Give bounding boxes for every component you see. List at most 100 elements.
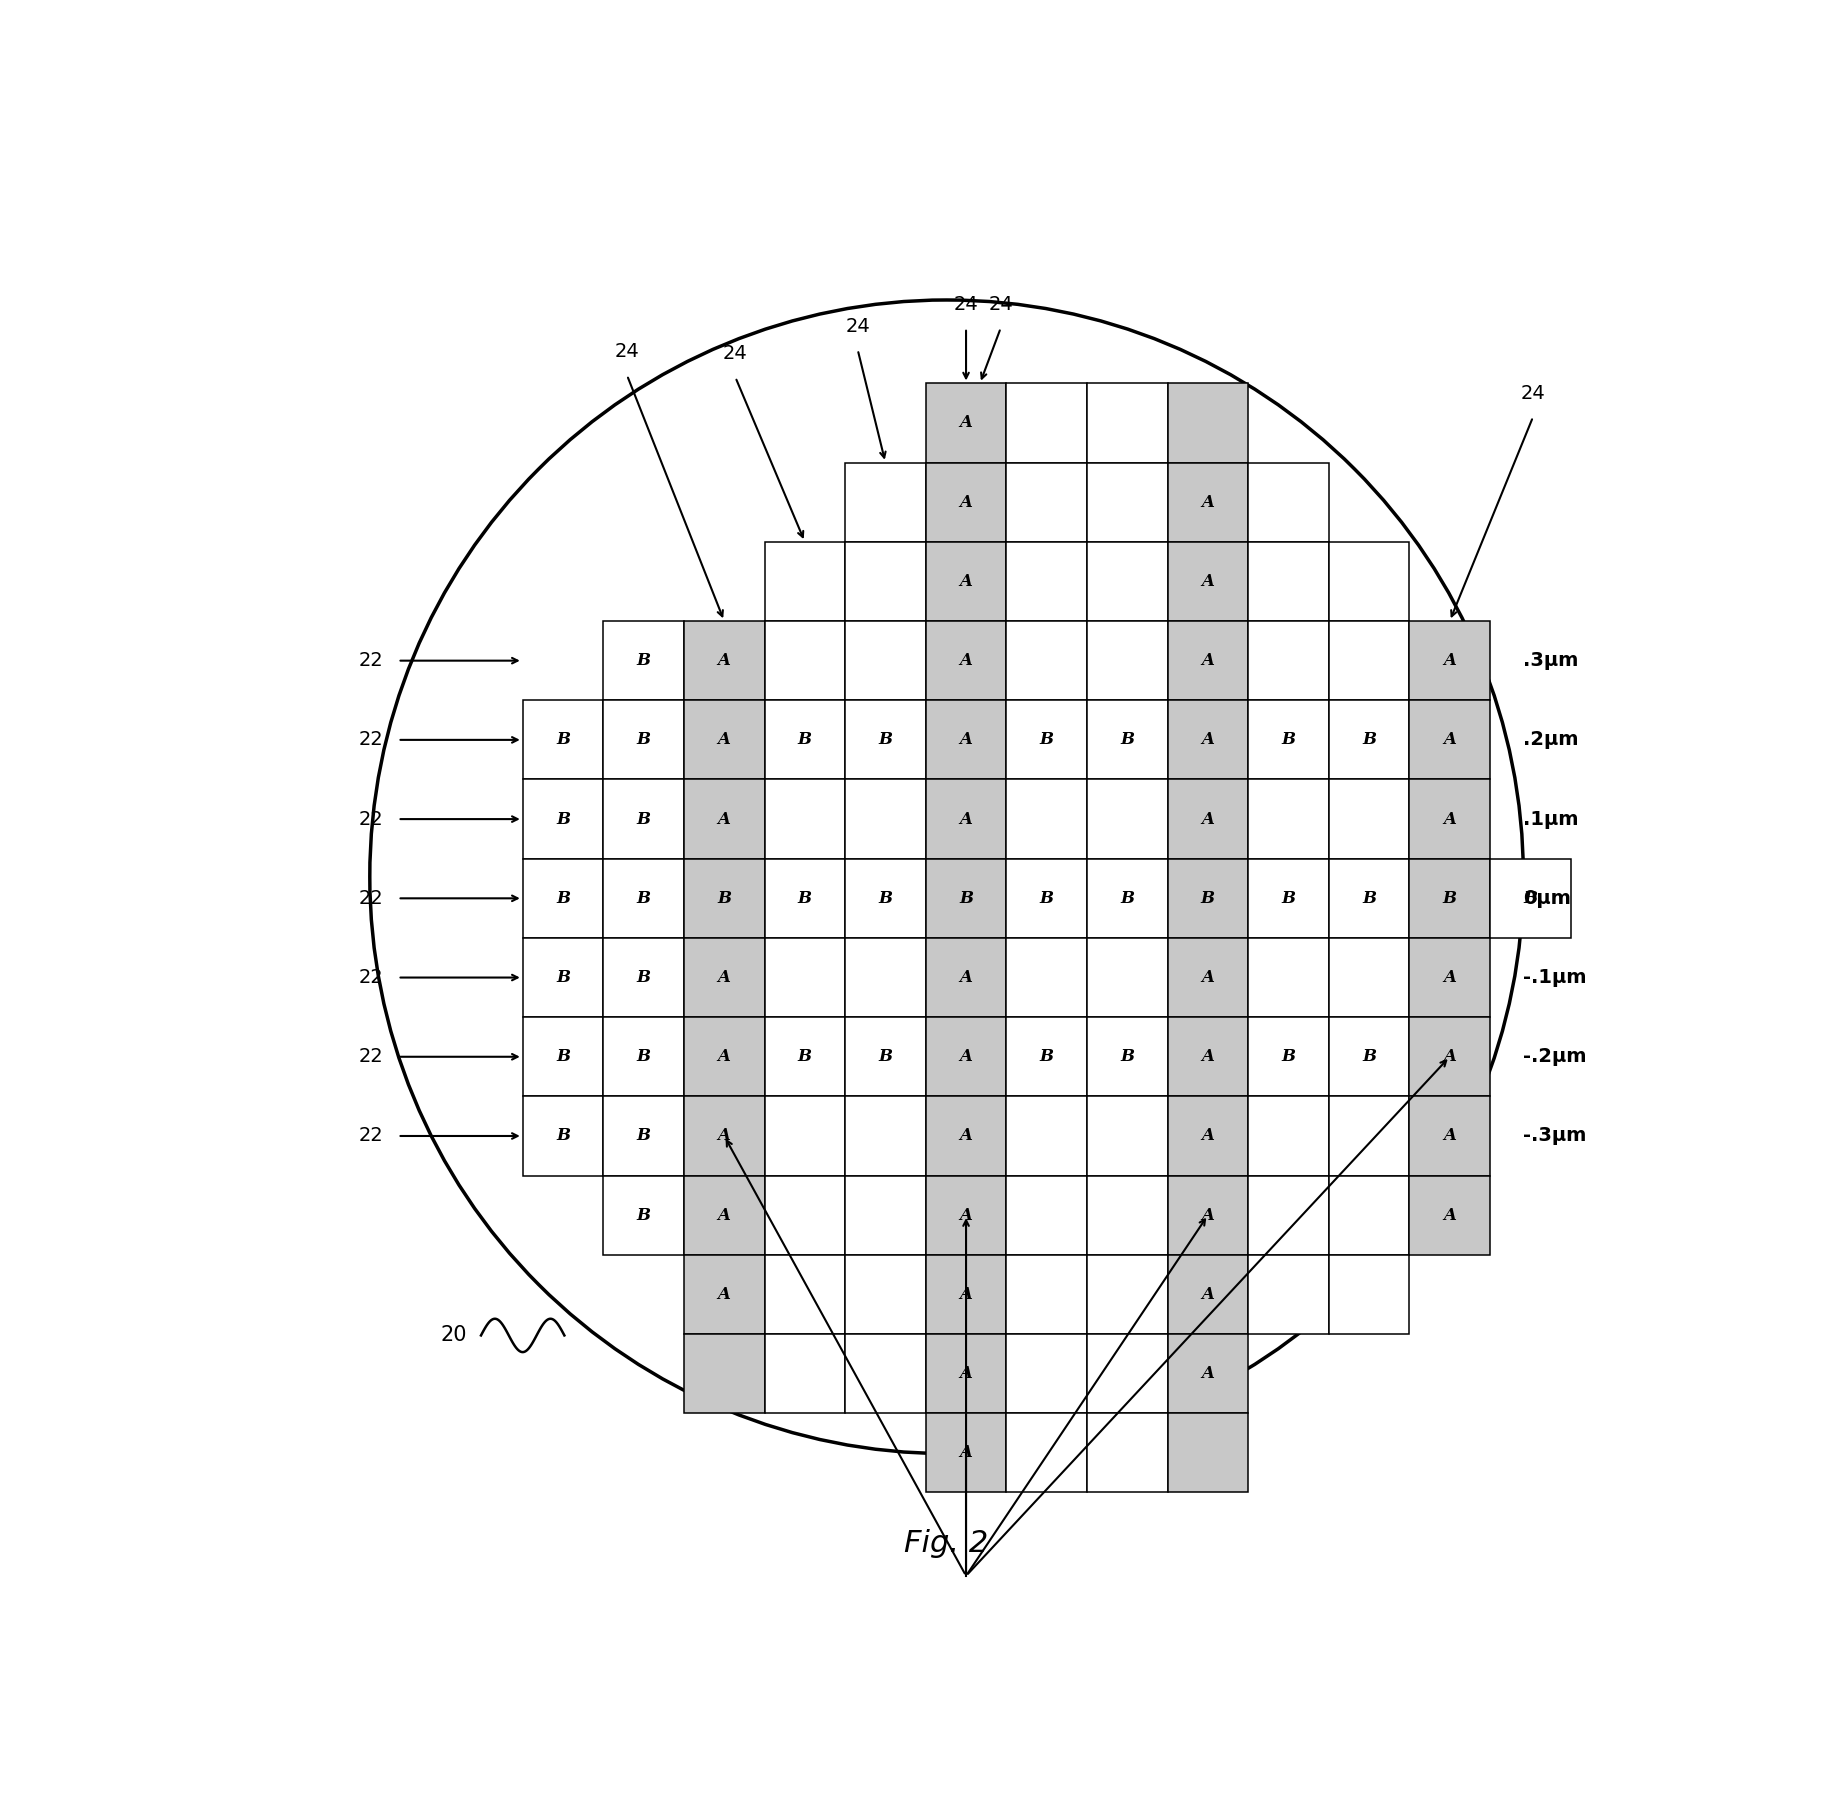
Bar (1249, 859, 1328, 939)
Bar (925, 1413, 1007, 1493)
Text: B: B (1121, 1049, 1134, 1065)
Text: A: A (1201, 969, 1213, 986)
Bar (925, 700, 1007, 780)
Bar (1167, 780, 1249, 859)
Bar (1328, 1096, 1409, 1175)
Bar (925, 383, 1007, 462)
Bar (523, 1096, 604, 1175)
Bar (1088, 859, 1167, 939)
Text: A: A (1201, 572, 1213, 590)
Bar (1167, 1018, 1249, 1096)
Bar (925, 780, 1007, 859)
Bar (1491, 859, 1570, 939)
Text: 24: 24 (615, 343, 639, 361)
Bar (1167, 383, 1249, 462)
Bar (1088, 462, 1167, 542)
Text: .3μm: .3μm (1524, 652, 1579, 670)
Bar (925, 462, 1007, 542)
Text: B: B (1040, 1049, 1053, 1065)
Bar (1328, 621, 1409, 700)
Text: B: B (1121, 890, 1134, 906)
Text: A: A (1443, 1128, 1455, 1144)
Text: A: A (718, 810, 731, 828)
Bar (1249, 700, 1328, 780)
Bar (846, 1254, 925, 1334)
Bar (1328, 542, 1409, 621)
Bar (683, 1018, 765, 1096)
Bar (1249, 780, 1328, 859)
Text: B: B (1201, 890, 1215, 906)
Text: A: A (1443, 810, 1455, 828)
Bar (1088, 1413, 1167, 1493)
Bar (846, 700, 925, 780)
Text: B: B (637, 890, 650, 906)
Bar (1167, 700, 1249, 780)
Bar (1328, 939, 1409, 1018)
Text: A: A (718, 1128, 731, 1144)
Bar (604, 621, 683, 700)
Text: B: B (1040, 890, 1053, 906)
Bar (846, 780, 925, 859)
Text: 24: 24 (953, 294, 979, 314)
Bar (1249, 1175, 1328, 1254)
Text: A: A (1201, 1285, 1213, 1303)
Bar (846, 1175, 925, 1254)
Text: B: B (798, 890, 813, 906)
Bar (925, 1096, 1007, 1175)
Text: A: A (718, 1049, 731, 1065)
Bar (765, 859, 846, 939)
Bar (683, 939, 765, 1018)
Bar (925, 1254, 1007, 1334)
Bar (683, 700, 765, 780)
Bar (925, 859, 1007, 939)
Text: A: A (960, 652, 973, 670)
Bar (1249, 1096, 1328, 1175)
Text: B: B (1443, 890, 1457, 906)
Text: -.1μm: -.1μm (1524, 967, 1587, 987)
Text: 24: 24 (988, 294, 1014, 314)
Text: B: B (556, 1128, 571, 1144)
Text: A: A (1201, 731, 1213, 749)
Bar (1167, 621, 1249, 700)
Bar (765, 542, 846, 621)
Bar (1328, 1254, 1409, 1334)
Text: A: A (1201, 1365, 1213, 1383)
Bar (1167, 462, 1249, 542)
Text: .1μm: .1μm (1524, 810, 1579, 828)
Bar (1088, 700, 1167, 780)
Text: B: B (879, 731, 892, 749)
Bar (1007, 1254, 1088, 1334)
Bar (1167, 1096, 1249, 1175)
Bar (1007, 780, 1088, 859)
Bar (1007, 1175, 1088, 1254)
Text: A: A (1201, 1128, 1213, 1144)
Text: B: B (637, 652, 650, 670)
Bar (1167, 939, 1249, 1018)
Bar (683, 859, 765, 939)
Bar (1007, 939, 1088, 1018)
Text: B: B (556, 810, 571, 828)
Bar (1409, 1018, 1491, 1096)
Bar (1007, 1334, 1088, 1413)
Bar (1007, 383, 1088, 462)
Bar (683, 1175, 765, 1254)
Text: B: B (556, 890, 571, 906)
Bar (1409, 859, 1491, 939)
Bar (1409, 1096, 1491, 1175)
Bar (1088, 939, 1167, 1018)
Text: 24: 24 (846, 316, 870, 336)
Text: 22: 22 (358, 731, 384, 749)
Bar (1328, 859, 1409, 939)
Bar (604, 939, 683, 1018)
Bar (1088, 542, 1167, 621)
Bar (1007, 700, 1088, 780)
Bar (925, 1334, 1007, 1413)
Bar (1007, 1096, 1088, 1175)
Bar (765, 1096, 846, 1175)
Bar (1409, 1175, 1491, 1254)
Bar (1409, 700, 1491, 780)
Bar (1007, 542, 1088, 621)
Bar (1328, 1018, 1409, 1096)
Text: B: B (959, 890, 973, 906)
Bar (925, 1175, 1007, 1254)
